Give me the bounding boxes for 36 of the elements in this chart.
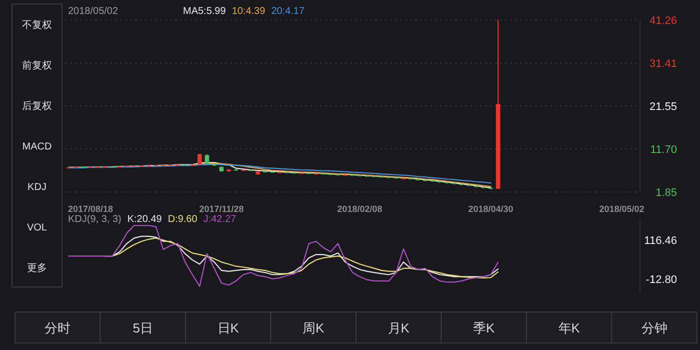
x-tick-label: 2018/05/02 bbox=[599, 204, 644, 214]
text: 季K bbox=[473, 320, 496, 336]
text: 前复权 bbox=[22, 60, 52, 72]
x-tick-label: 2018/04/30 bbox=[468, 204, 514, 214]
y-tick-label: 21.55 bbox=[649, 101, 677, 114]
text: 分钟 bbox=[641, 320, 668, 336]
series-label: D:9.60 bbox=[168, 214, 198, 225]
text: 后复权 bbox=[22, 100, 52, 112]
text: 2018/05/02 bbox=[68, 6, 118, 17]
y-tick-label: 116.46 bbox=[644, 235, 677, 248]
series-label: K:20.49 bbox=[127, 214, 162, 225]
text: 更多 bbox=[27, 262, 47, 274]
x-tick-label: 2017/11/28 bbox=[199, 204, 244, 214]
text: 周K bbox=[302, 320, 325, 336]
x-tick-label: 2018/02/08 bbox=[337, 204, 382, 214]
text: 5日 bbox=[132, 320, 153, 336]
text: 月K bbox=[388, 320, 410, 336]
y-tick-label: 1.85 bbox=[656, 187, 677, 199]
y-tick-label: 11.70 bbox=[650, 144, 677, 156]
text: 年K bbox=[558, 320, 580, 336]
y-tick-label: 41.26 bbox=[649, 15, 677, 27]
text: 20:4.17 bbox=[271, 6, 305, 17]
text: VOL bbox=[26, 222, 48, 234]
text: MACD bbox=[22, 142, 52, 152]
text: 分时 bbox=[44, 320, 71, 336]
text: 不复权 bbox=[22, 19, 52, 32]
y-tick-label: -12.80 bbox=[646, 274, 677, 286]
x-tick-label: 2017/08/18 bbox=[68, 204, 113, 214]
text: KDJ bbox=[28, 182, 46, 193]
text: J:42.27 bbox=[203, 214, 237, 225]
annotation: KDJ(9, 3, 3) bbox=[68, 214, 122, 225]
text: MA5:5.99 bbox=[183, 6, 226, 17]
line-series bbox=[68, 224, 499, 287]
text: 日K bbox=[217, 320, 240, 336]
y-tick-label: 31.41 bbox=[649, 58, 677, 70]
text: 10:4.39 bbox=[232, 6, 266, 17]
